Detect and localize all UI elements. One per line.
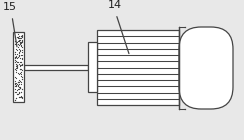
- Bar: [97, 30, 179, 105]
- Bar: [13, 32, 24, 102]
- FancyBboxPatch shape: [179, 27, 233, 109]
- Bar: [24, 65, 88, 69]
- Text: 14: 14: [108, 0, 122, 10]
- Bar: [88, 42, 97, 92]
- Text: 15: 15: [3, 2, 17, 12]
